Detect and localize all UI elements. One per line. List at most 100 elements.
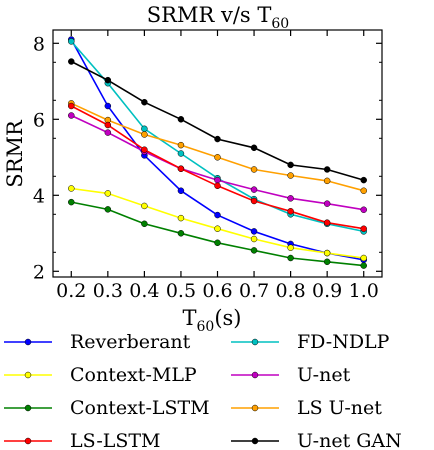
legend-swatch-marker bbox=[251, 404, 259, 412]
series-line-u-net-gan bbox=[70, 60, 364, 181]
series-layer bbox=[68, 36, 367, 269]
data-point-u-net-gan bbox=[287, 161, 294, 169]
data-point-ls-u-net bbox=[360, 187, 367, 194]
x-tick-label: 0.4 bbox=[129, 280, 159, 302]
data-point-ls-lstm bbox=[360, 225, 367, 232]
data-point-ls-lstm bbox=[141, 146, 148, 153]
data-point-context-lstm bbox=[68, 198, 75, 206]
data-point-context-mlp bbox=[177, 214, 185, 222]
data-point-u-net bbox=[287, 195, 294, 202]
data-point-u-net-gan bbox=[214, 135, 221, 143]
x-tick-label: 0.9 bbox=[312, 280, 342, 302]
x-tick-label: 0.7 bbox=[239, 280, 269, 302]
data-point-ls-u-net bbox=[177, 141, 185, 149]
data-point-u-net-gan bbox=[250, 144, 258, 152]
data-point-u-net bbox=[323, 200, 331, 207]
data-point-context-mlp bbox=[360, 254, 367, 262]
legend-label: Context-LSTM bbox=[70, 397, 210, 419]
data-point-context-mlp bbox=[104, 190, 112, 197]
series-line-context-lstm bbox=[71, 201, 364, 267]
legend-swatch-marker bbox=[251, 437, 259, 445]
data-point-context-mlp bbox=[250, 235, 258, 243]
y-tick-label: 4 bbox=[33, 185, 45, 207]
y-axis-label: SRMR bbox=[3, 119, 27, 188]
data-point-u-net-gan bbox=[323, 166, 331, 173]
data-point-u-net-gan bbox=[104, 76, 112, 84]
data-point-u-net-gan bbox=[68, 58, 75, 65]
series-context-lstm bbox=[68, 198, 367, 269]
data-point-fd-ndlp bbox=[68, 38, 75, 45]
data-point-fd-ndlp bbox=[141, 125, 148, 133]
data-point-context-lstm bbox=[177, 230, 185, 237]
data-point-reverberant bbox=[250, 228, 258, 235]
legend-swatch-marker bbox=[24, 371, 32, 379]
data-point-u-net-gan bbox=[360, 176, 367, 184]
legend-swatch-marker bbox=[24, 404, 32, 412]
legend-label: FD-NDLP bbox=[297, 331, 390, 353]
data-point-u-net bbox=[214, 176, 221, 184]
data-point-ls-lstm bbox=[177, 165, 185, 172]
series-line-context-mlp bbox=[71, 187, 364, 259]
data-point-reverberant bbox=[177, 187, 185, 194]
data-point-context-lstm bbox=[104, 206, 112, 213]
series-ls-lstm bbox=[68, 102, 367, 232]
x-tick-label: 0.8 bbox=[276, 280, 306, 302]
data-point-context-mlp bbox=[323, 249, 331, 257]
legend-label: LS U-net bbox=[297, 397, 382, 419]
data-point-context-mlp bbox=[287, 244, 294, 251]
x-tick-label: 1.0 bbox=[349, 280, 379, 302]
legend-swatch-marker bbox=[24, 338, 32, 346]
series-u-net bbox=[68, 112, 367, 213]
data-point-ls-u-net bbox=[250, 166, 258, 173]
legend-item-ls-lstm: LS-LSTM bbox=[4, 430, 161, 450]
data-point-u-net bbox=[250, 186, 258, 193]
y-tick-label: 2 bbox=[33, 261, 45, 283]
legend-swatch-marker bbox=[24, 437, 32, 445]
data-point-ls-lstm bbox=[214, 182, 221, 190]
legend-item-context-mlp: Context-MLP bbox=[4, 364, 197, 386]
data-point-context-lstm bbox=[323, 258, 331, 266]
data-point-ls-lstm bbox=[104, 121, 112, 129]
data-point-ls-lstm bbox=[68, 102, 75, 110]
legend-item-u-net-gan: U-net GAN bbox=[231, 430, 402, 450]
data-point-context-mlp bbox=[68, 185, 75, 192]
legend-swatch-marker bbox=[251, 338, 259, 346]
data-point-ls-lstm bbox=[287, 208, 294, 215]
legend-swatch-marker bbox=[251, 371, 259, 379]
x-axis-label-subscript: 60 bbox=[197, 319, 215, 335]
data-point-ls-u-net bbox=[214, 154, 221, 161]
legend-label: Context-MLP bbox=[70, 364, 197, 386]
data-point-reverberant bbox=[104, 102, 112, 110]
x-axis-label: T60(s) bbox=[182, 306, 241, 335]
axis-ticks: 0.2 0.3 0.4 0.5 0.6 0.7 0.8 0.9 1.0 2 4 6 8 bbox=[33, 30, 382, 302]
series-context-mlp bbox=[68, 185, 367, 262]
data-point-reverberant bbox=[214, 211, 221, 219]
data-point-ls-u-net bbox=[141, 131, 148, 138]
legend-item-context-lstm: Context-LSTM bbox=[4, 397, 210, 419]
legend-item-u-net: U-net bbox=[231, 364, 351, 386]
x-tick-label: 0.2 bbox=[56, 280, 86, 302]
legend-label: U-net GAN bbox=[297, 430, 402, 450]
legend-item-fd-ndlp: FD-NDLP bbox=[231, 331, 390, 353]
data-point-ls-u-net bbox=[287, 172, 294, 179]
data-point-context-mlp bbox=[141, 202, 148, 210]
data-point-context-lstm bbox=[141, 220, 148, 228]
data-point-ls-lstm bbox=[250, 197, 258, 205]
legend-label: U-net bbox=[297, 364, 351, 386]
data-point-context-mlp bbox=[214, 225, 221, 232]
data-point-u-net-gan bbox=[177, 116, 185, 123]
legend: Reverberant FD-NDLP Context-MLP U-net Contex… bbox=[4, 331, 402, 450]
x-tick-label: 0.6 bbox=[202, 280, 232, 302]
y-tick-label: 8 bbox=[33, 33, 45, 55]
chart-title: SRMR v/s T60 bbox=[147, 3, 289, 32]
series-line-ls-lstm bbox=[70, 105, 364, 230]
series-u-net-gan bbox=[68, 58, 367, 184]
chart-title-subscript: 60 bbox=[271, 16, 289, 32]
data-point-u-net bbox=[360, 206, 367, 213]
data-point-u-net bbox=[104, 129, 112, 136]
data-point-u-net bbox=[68, 112, 75, 119]
y-tick-label: 6 bbox=[33, 109, 45, 131]
data-point-context-lstm bbox=[287, 254, 294, 262]
data-point-context-lstm bbox=[250, 247, 258, 254]
